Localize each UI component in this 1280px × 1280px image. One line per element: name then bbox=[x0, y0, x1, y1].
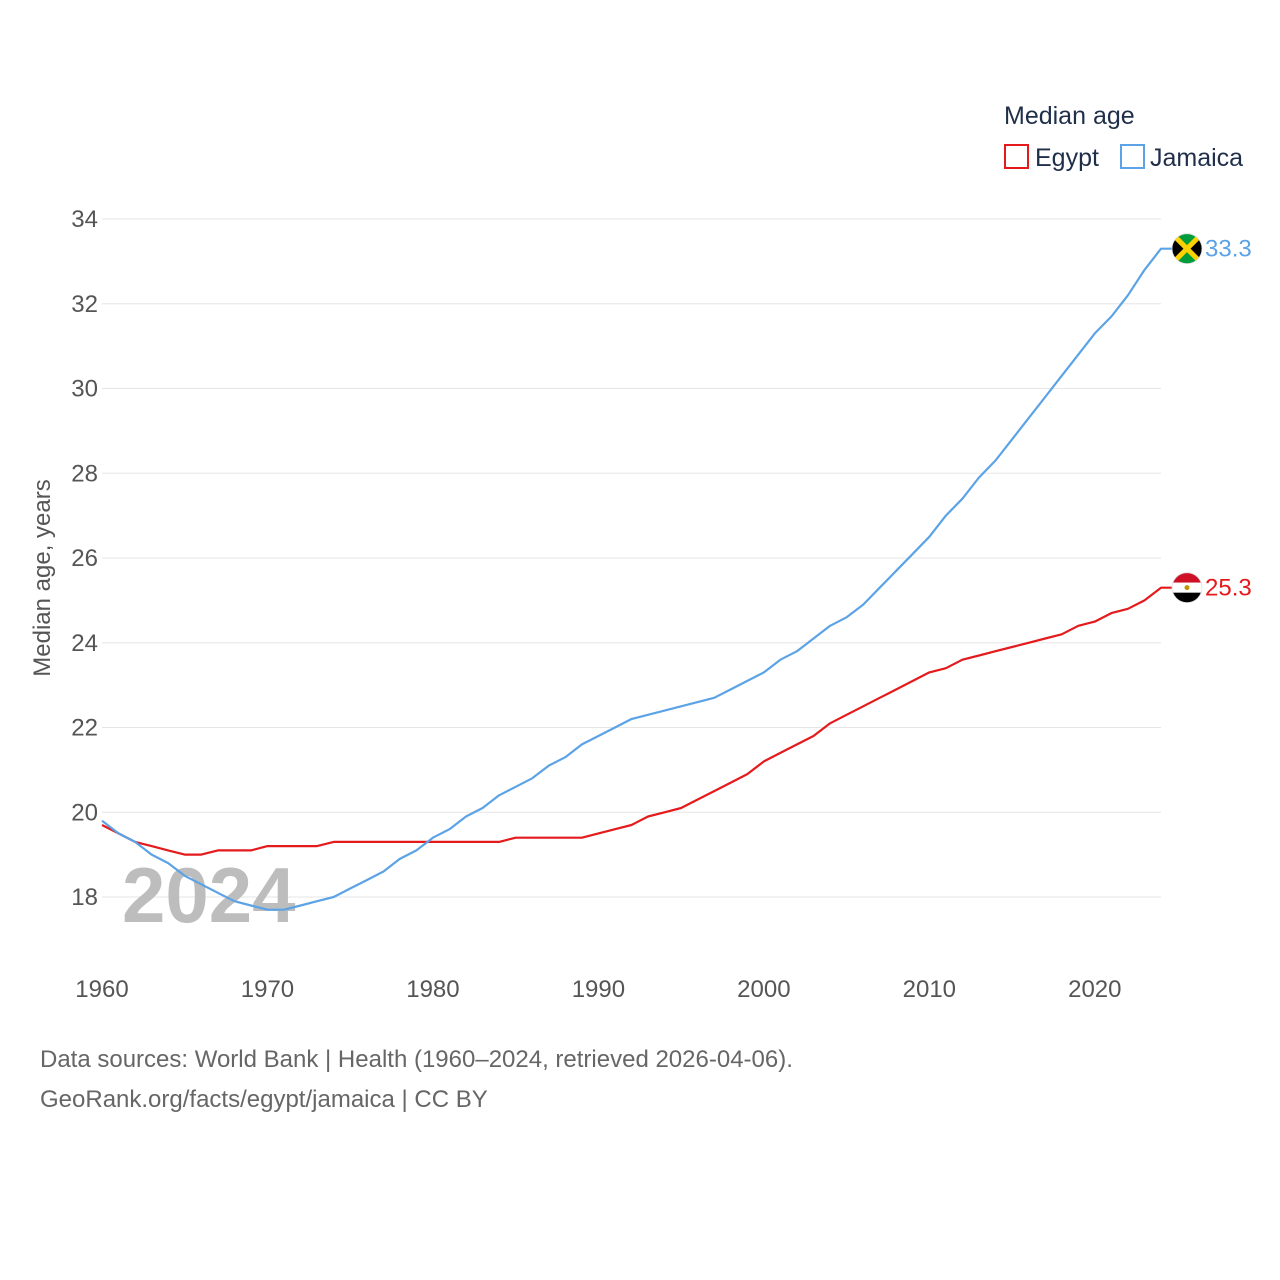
y-axis-title: Median age, years bbox=[29, 479, 56, 676]
y-tick-label-34: 34 bbox=[71, 206, 98, 233]
y-tick-label-20: 20 bbox=[71, 799, 98, 826]
y-tick-label-30: 30 bbox=[71, 376, 98, 403]
end-value-label-jamaica: 33.3 bbox=[1205, 236, 1252, 263]
data-source-note: Data sources: World Bank | Health (1960–… bbox=[40, 1046, 793, 1073]
x-tick-label-2000: 2000 bbox=[737, 976, 790, 1003]
end-value-label-egypt: 25.3 bbox=[1205, 575, 1252, 602]
x-tick-label-1970: 1970 bbox=[241, 976, 294, 1003]
y-tick-label-32: 32 bbox=[71, 291, 98, 318]
year-watermark: 2024 bbox=[122, 851, 296, 939]
egypt-flag-icon bbox=[1171, 572, 1203, 604]
y-tick-label-18: 18 bbox=[71, 884, 98, 911]
series-line-jamaica bbox=[101, 247, 1187, 911]
y-axis-ticks: 18 20 22 24 26 28 30 32 34 bbox=[71, 206, 98, 911]
x-tick-label-2010: 2010 bbox=[903, 976, 956, 1003]
legend-swatch-egypt bbox=[1004, 144, 1029, 169]
x-tick-label-1980: 1980 bbox=[406, 976, 459, 1003]
legend-label-egypt: Egypt bbox=[1035, 144, 1099, 172]
series-line-egypt bbox=[101, 586, 1187, 856]
y-tick-label-24: 24 bbox=[71, 630, 98, 657]
x-tick-label-1960: 1960 bbox=[75, 976, 128, 1003]
y-tick-label-28: 28 bbox=[71, 460, 98, 487]
legend-title: Median age bbox=[1004, 102, 1135, 130]
y-tick-label-22: 22 bbox=[71, 715, 98, 742]
line-chart: 18 20 22 24 26 28 30 32 34 1960 1970 1980 1990 2000 2… bbox=[29, 102, 1252, 1003]
x-axis-ticks: 1960 1970 1980 1990 2000 2010 2020 bbox=[75, 976, 1121, 1003]
legend: Median age Egypt Jamaica bbox=[1004, 102, 1243, 172]
legend-swatch-jamaica bbox=[1120, 144, 1145, 169]
legend-label-jamaica: Jamaica bbox=[1150, 144, 1243, 172]
source-link: GeoRank.org/facts/egypt/jamaica | CC BY bbox=[40, 1086, 488, 1113]
y-tick-label-26: 26 bbox=[71, 545, 98, 572]
gridlines bbox=[102, 218, 1161, 898]
series-lines bbox=[101, 247, 1187, 911]
x-tick-label-2020: 2020 bbox=[1068, 976, 1121, 1003]
jamaica-flag-icon bbox=[1171, 233, 1203, 265]
x-tick-label-1990: 1990 bbox=[572, 976, 625, 1003]
series-endpoints: 25.3 33.3 bbox=[1171, 233, 1252, 604]
